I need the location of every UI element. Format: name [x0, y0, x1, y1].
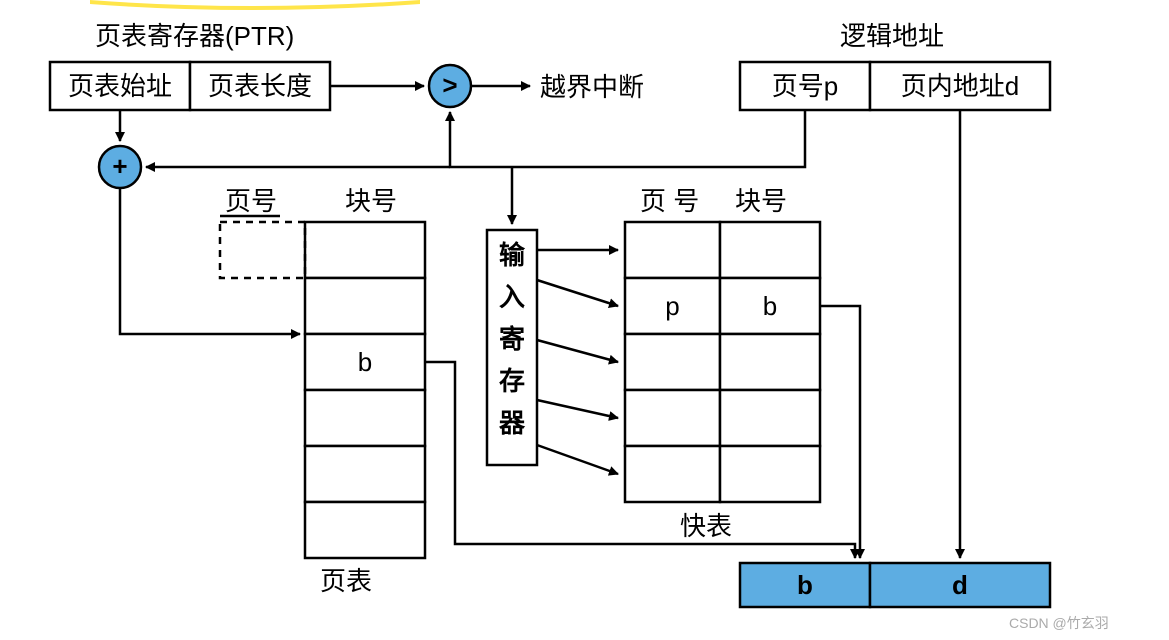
ptr-title: 页表寄存器(PTR) [95, 21, 294, 51]
input-reg-char-4: 器 [498, 408, 526, 438]
tlb-caption: 快表 [680, 511, 732, 541]
input-reg-char-2: 寄 [499, 324, 525, 354]
watermark: CSDN @竹玄羽 [1009, 615, 1109, 631]
tlb-b-label: b [763, 291, 777, 321]
logical-addr-title: 逻辑地址 [840, 21, 944, 51]
plus-label: + [112, 151, 127, 181]
tlb-header-page: 页 号 [640, 186, 699, 216]
pt-row-5 [305, 502, 425, 558]
tlb-b-to-result [820, 306, 860, 558]
pt-row-1 [305, 278, 425, 334]
inputreg-to-tlb-3 [537, 340, 618, 362]
ptr-cell-label-0: 页表始址 [68, 71, 172, 101]
highlight-stroke [90, 0, 420, 10]
result-label-1: d [952, 570, 968, 600]
tlb-row-b-4 [720, 446, 820, 502]
input-reg-char-1: 入 [499, 282, 525, 312]
inputreg-to-tlb-5 [537, 445, 618, 474]
input-reg-char-3: 存 [499, 366, 525, 396]
tlb-row-p-3 [625, 390, 720, 446]
compare-label: > [442, 70, 457, 100]
pt-b-label: b [358, 347, 372, 377]
ptr-cell-label-1: 页表长度 [208, 71, 312, 101]
diagram-canvas: 页表寄存器(PTR) 页表始址 页表长度 逻辑地址页号p 页内地址d > 越界中断 + 页号 块号… [0, 0, 1169, 640]
tlb-row-b-3 [720, 390, 820, 446]
tlb-row-p-4 [625, 446, 720, 502]
tlb-header-block: 块号 [735, 186, 787, 216]
pt-row-4 [305, 446, 425, 502]
logical-cell-label-1: 页内地址d [901, 71, 1019, 101]
result-label-0: b [797, 570, 813, 600]
tlb-row-b-2 [720, 334, 820, 390]
inputreg-to-tlb-2 [537, 280, 618, 306]
input-reg-char-0: 输 [499, 240, 526, 270]
pt-dashed-cell [220, 222, 305, 278]
inputreg-to-tlb-4 [537, 400, 618, 418]
page-p-to-compare [450, 110, 805, 167]
pt-row-0 [305, 222, 425, 278]
pt-header-page: 页号 [225, 186, 277, 216]
pt-caption: 页表 [320, 566, 372, 596]
logical-cell-label-0: 页号p [772, 71, 838, 101]
pt-header-block: 块号 [345, 186, 397, 216]
tlb-row-p-0 [625, 222, 720, 278]
tlb-p-label: p [665, 291, 679, 321]
tlb-row-p-2 [625, 334, 720, 390]
pt-row-3 [305, 390, 425, 446]
interrupt-label: 越界中断 [540, 72, 644, 102]
tlb-row-b-0 [720, 222, 820, 278]
